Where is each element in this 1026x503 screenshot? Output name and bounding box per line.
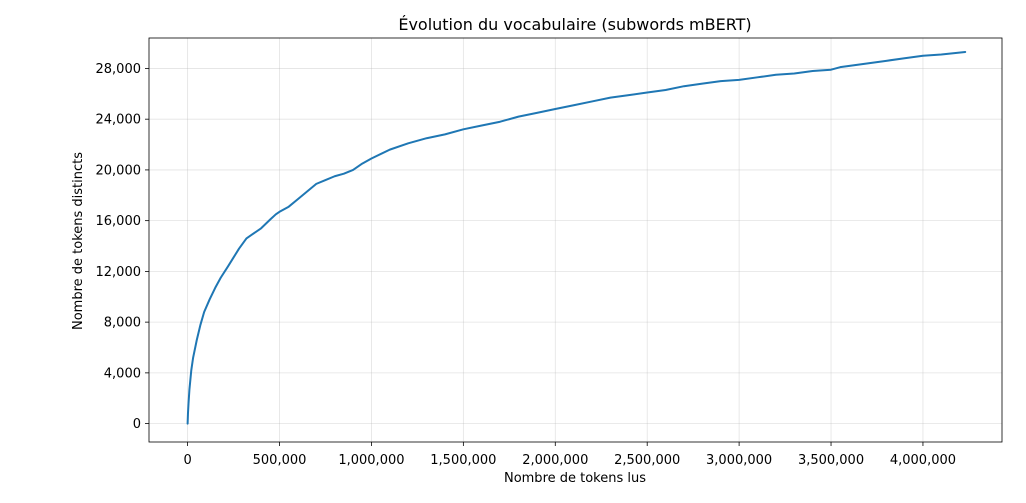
chart-title: Évolution du vocabulaire (subwords mBERT… [398,15,751,34]
x-tick-label: 500,000 [253,453,307,468]
x-tick-label: 2,500,000 [614,453,680,468]
x-tick-label: 3,500,000 [798,453,864,468]
x-tick-label: 3,000,000 [706,453,772,468]
x-axis-title: Nombre de tokens lus [504,471,646,486]
y-tick-label: 20,000 [96,163,142,178]
grid [149,38,1002,442]
y-tick-label: 4,000 [104,366,141,381]
x-tick-label: 4,000,000 [890,453,956,468]
x-tick-label: 0 [183,453,191,468]
y-axis-title: Nombre de tokens distincts [71,152,86,330]
y-tick-label: 24,000 [96,113,142,128]
y-tick-label: 12,000 [96,265,142,280]
series-line [186,50,967,425]
y-tick-label: 28,000 [96,62,142,77]
plot-frame [148,37,1003,443]
x-tick-label: 1,500,000 [430,453,496,468]
series-group [186,50,967,425]
x-axis: 0 500,000 1,000,000 1,500,000 2,000,000 2,500… [183,442,956,468]
x-tick-label: 2,000,000 [522,453,588,468]
y-tick-label: 0 [133,417,141,432]
y-tick-label: 16,000 [96,214,142,229]
y-axis: 0 4,000 8,000 12,000 16,000 20,000 24,000 28,00… [96,62,149,432]
y-tick-label: 8,000 [104,316,141,331]
x-tick-label: 1,000,000 [338,453,404,468]
